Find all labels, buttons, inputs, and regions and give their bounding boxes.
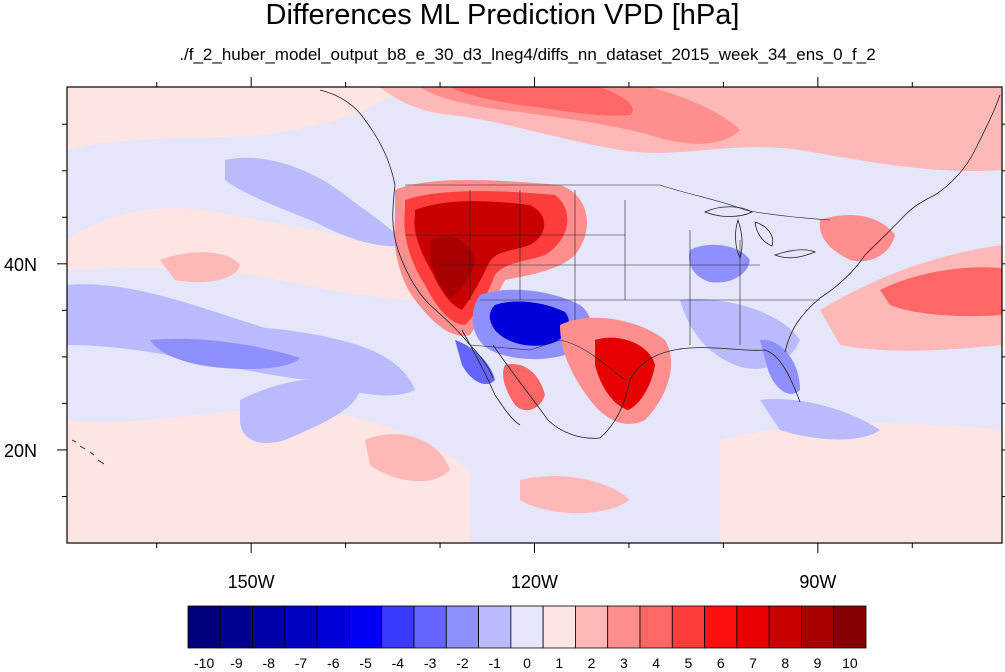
colorbar-swatch [639,605,673,649]
map-subtitle: ./f_2_huber_model_output_b8_e_30_d3_lneg… [179,45,876,64]
colorbar-label: -5 [359,655,372,671]
lat-tick-label: 40N [4,255,37,275]
colorbar-label: -2 [456,655,469,671]
colorbar-swatch [671,605,705,649]
lake-superior [703,206,753,217]
colorbar-label: -1 [488,655,501,671]
state-borders [405,184,831,381]
field-region-caribbean-blue [760,399,880,440]
lake-huron [754,221,774,247]
lat-tick-label: 20N [4,441,37,461]
colorbar-swatch [413,605,447,649]
lake-erie [773,249,817,259]
colorbar-labels: -10 -9 -8 -7 -6 -5 -4 -3 -2 -1 0 1 2 3 4 5 6 7 8 9 10 [194,655,858,671]
colorbar-swatch [542,605,576,649]
field-region-north-red-inner [450,87,633,116]
great-lakes [703,206,817,260]
field-region-northeast-red [819,215,895,262]
axis-ticks [57,77,1005,553]
colorbar-swatch [381,605,415,649]
colorbar [187,605,867,649]
colorbar-label: 3 [620,655,628,671]
field-region-texas-red-core [595,337,655,410]
colorbar-swatch [833,605,867,649]
field-region-pacific-blue-mid [150,338,300,370]
colorbar-label: 8 [781,655,789,671]
colorbar-swatch [219,605,253,649]
coastline-canada [319,89,396,186]
colorbar-label: 5 [685,655,693,671]
colorbar-label: -7 [295,655,308,671]
colorbar-label: -9 [230,655,243,671]
colorbar-label: 4 [652,655,660,671]
colorbar-label: 6 [717,655,725,671]
field-region-east-blue [689,244,750,283]
colorbar-swatch [704,605,738,649]
lon-tick-label: 150W [228,572,275,592]
lake-michigan [735,218,743,260]
colorbar-swatch [510,605,544,649]
field-region-pacific-salmon-2 [365,434,450,482]
colorbar-swatch [284,605,318,649]
lon-tick-label: 120W [511,572,558,592]
colorbar-swatch [349,605,383,649]
hawaii-islands [71,439,105,465]
colorbar-label: -4 [392,655,405,671]
colorbar-label: 0 [523,655,531,671]
field-region-pacific-pink [67,208,420,300]
coastlines [319,89,1001,439]
coastline-east [784,194,936,353]
field-region-atlantic-red-core [880,267,1002,317]
colorbar-label: 1 [555,655,563,671]
lon-tick-label: 90W [799,572,836,592]
field-region-pacific-pink-north [67,87,400,150]
colorbar-swatch [445,605,479,649]
colorbar-swatch [768,605,802,649]
colorbar-label: 9 [814,655,822,671]
colorbar-swatch [478,605,512,649]
colorbar-swatch [801,605,835,649]
field-region-pacific-salmon-1 [160,252,240,283]
coastline-gulf [599,347,801,439]
field-region-pacific-blue-north [225,157,405,247]
axis-tick-labels: 150W 120W 90W 40N 20N [4,255,836,592]
colorbar-label: 10 [842,655,858,671]
coastline-mexico-west [492,344,601,439]
colorbar-label: -3 [424,655,437,671]
colorbar-swatch [252,605,286,649]
colorbar-label: -6 [327,655,340,671]
field-region-florida-blue [760,339,800,394]
coastline-labrador [934,94,1001,196]
field-region-southwest-blue-core [489,301,569,346]
colorbar-label: -8 [262,655,275,671]
field-region-pacific-salmon-3 [520,476,630,514]
colorbar-label: 2 [588,655,596,671]
colorbar-label: -10 [194,655,214,671]
field-region-west-red-deep [430,236,475,298]
coastline-baja [461,329,521,426]
colorbar-swatch [575,605,609,649]
colorbar-swatch [316,605,350,649]
coastline-west [392,184,494,379]
field-region-pacific-blue-tail [240,379,360,444]
colorbar-swatch [736,605,770,649]
field-region-caribbean-pink [720,423,1002,543]
border-us-canada [405,184,831,221]
border-us-mexico [469,339,626,381]
colorbar-label: 7 [749,655,757,671]
map-field [67,87,1002,543]
colorbar-swatch [187,605,221,649]
colorbar-swatch [607,605,641,649]
map-title: Differences ML Prediction VPD [hPa] [265,0,740,31]
